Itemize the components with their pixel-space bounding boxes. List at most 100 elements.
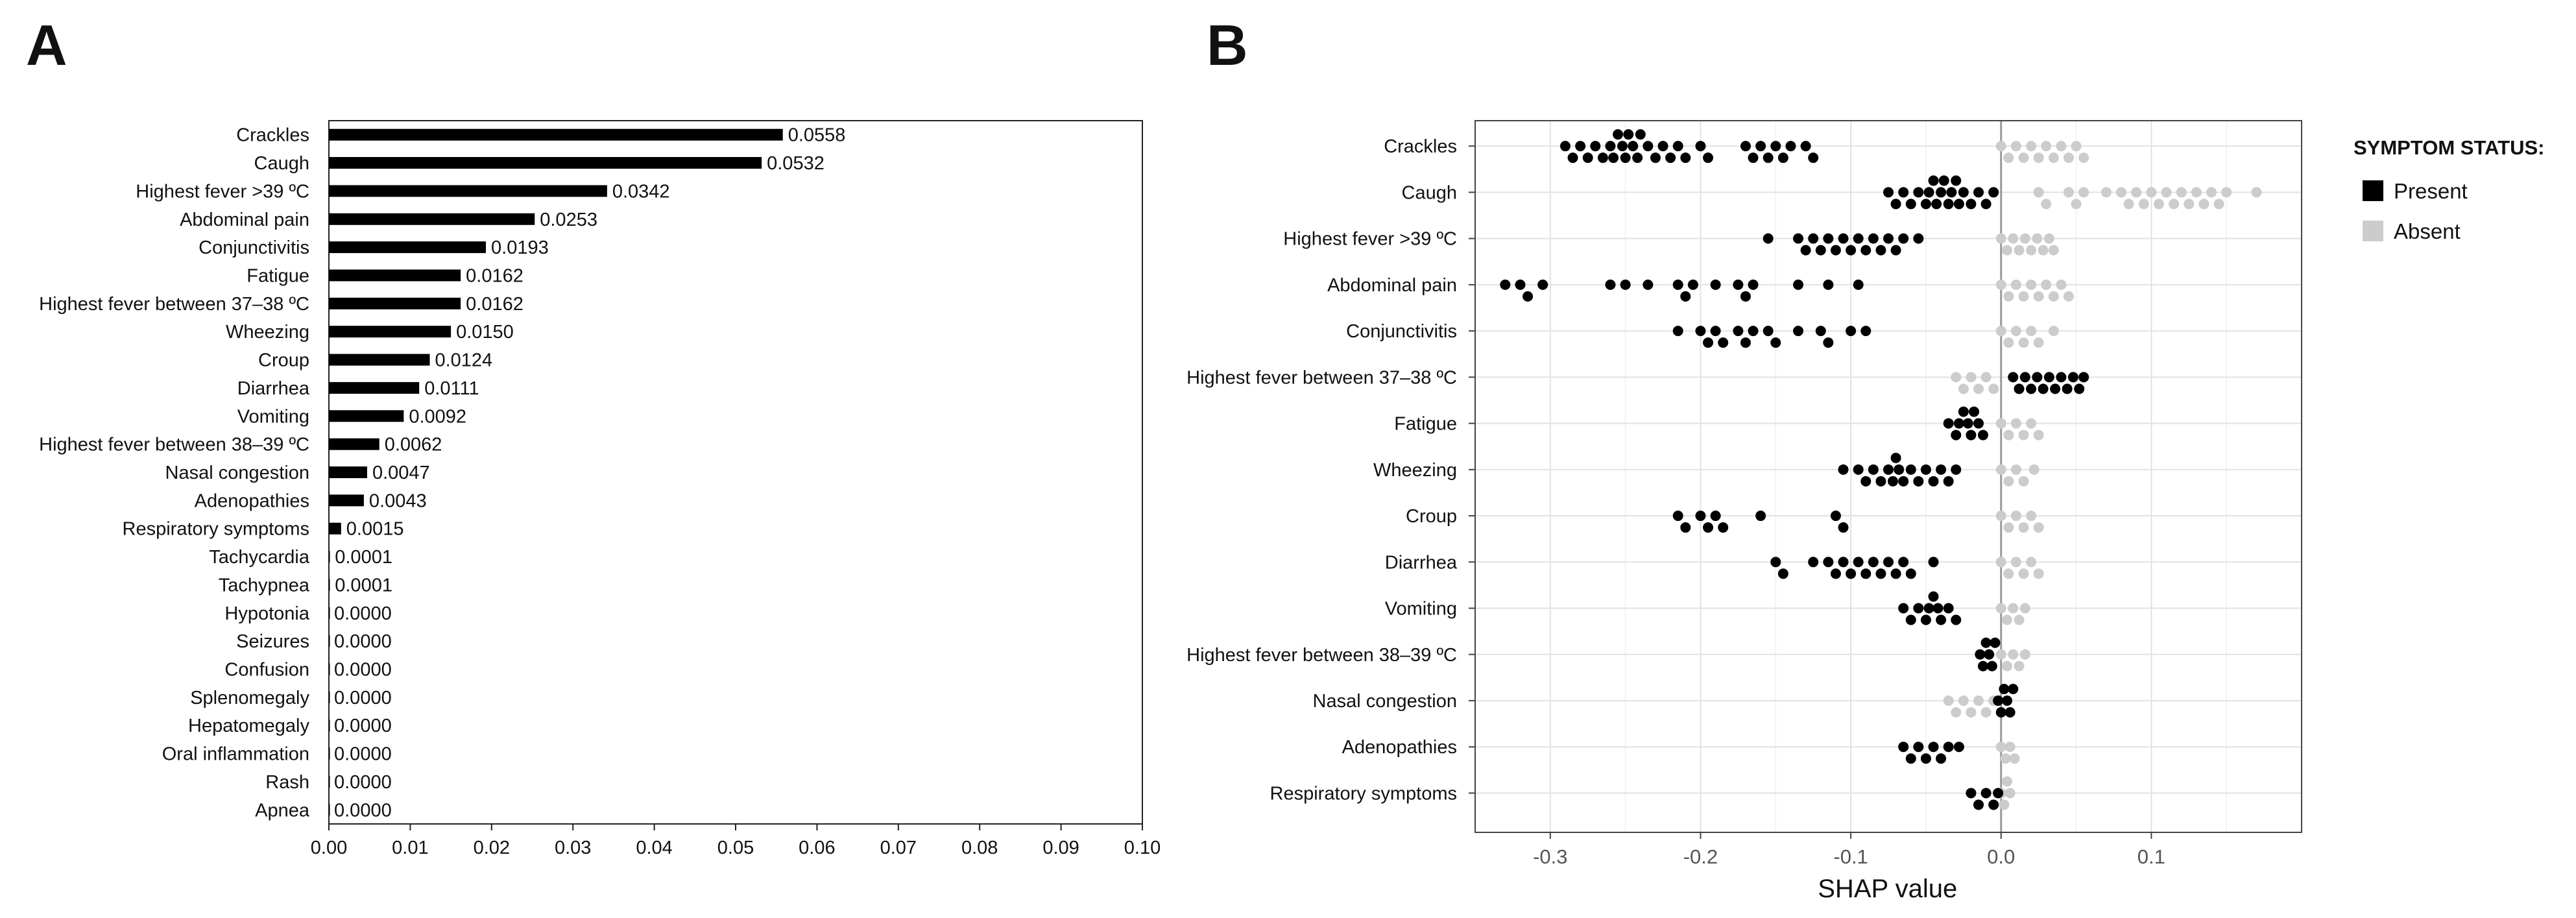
x-tick-label: -0.1 (1833, 845, 1868, 868)
point-present (1993, 788, 2004, 799)
x-axis-title: SHAP value (1818, 875, 1957, 903)
point-absent (2041, 141, 2052, 152)
point-absent (2026, 279, 2037, 290)
point-absent (2010, 418, 2021, 429)
point-absent (2003, 522, 2014, 533)
point-present (1928, 742, 1939, 753)
point-present (1830, 568, 1841, 579)
point-absent (2026, 245, 2037, 256)
point-present (1887, 476, 1898, 487)
point-present (1748, 152, 1759, 163)
point-absent (2071, 141, 2082, 152)
point-present (1815, 245, 1826, 256)
point-present (1703, 522, 1714, 533)
point-absent (1995, 141, 2006, 152)
point-present (1931, 199, 1942, 210)
point-present (2032, 372, 2043, 383)
x-tick-label: 0.09 (1042, 838, 1079, 858)
bar-value-label: 0.0000 (334, 772, 392, 793)
panel-b-letter: B (1207, 13, 1248, 77)
category-label: Fatigue (1394, 414, 1457, 435)
bar-value-label: 0.0342 (612, 181, 670, 202)
point-absent (2033, 429, 2044, 441)
point-absent (2063, 291, 2074, 302)
point-present (1943, 199, 1954, 210)
point-present (1770, 557, 1781, 568)
point-absent (2176, 187, 2187, 198)
point-present (1920, 199, 1931, 210)
point-present (1958, 187, 1969, 198)
point-present (1672, 511, 1683, 522)
point-present (1853, 233, 1864, 244)
point-present (1582, 152, 1593, 163)
point-present (1838, 233, 1849, 244)
point-present (1920, 753, 1931, 764)
legend: SYMPTOM STATUS: Present Absent (2353, 136, 2545, 243)
point-present (1936, 187, 1947, 198)
category-label: Tachycardia (209, 547, 310, 568)
point-present (1898, 476, 1909, 487)
point-absent (2116, 187, 2127, 198)
category-label: Tachypnea (219, 575, 310, 596)
point-present (1936, 464, 1947, 475)
point-present (2008, 372, 2019, 383)
category-label: Highest fever >39 ºC (136, 181, 309, 202)
point-absent (2033, 337, 2044, 348)
bar-value-label: 0.0532 (767, 153, 825, 174)
point-present (1973, 187, 1984, 198)
point-present (1740, 141, 1751, 152)
point-absent (2043, 233, 2054, 244)
bar (329, 804, 330, 816)
bar-value-label: 0.0000 (334, 716, 392, 736)
point-present (1860, 476, 1872, 487)
point-present (1808, 152, 1819, 163)
point-present (1995, 707, 2006, 718)
bar (329, 354, 430, 366)
bar (329, 128, 783, 141)
point-present (1928, 476, 1939, 487)
x-tick-label: 0.07 (880, 838, 917, 858)
point-absent (1973, 383, 1984, 394)
point-absent (2014, 245, 2025, 256)
point-present (1860, 245, 1872, 256)
point-present (1986, 660, 1997, 671)
x-tick-label: 0.04 (636, 838, 672, 858)
point-absent (1973, 695, 1984, 706)
x-tick-label: 0.0 (1987, 845, 2015, 868)
legend-title: SYMPTOM STATUS: (2353, 136, 2545, 159)
point-absent (2101, 187, 2112, 198)
point-absent (2169, 199, 2180, 210)
bar-value-label: 0.0000 (334, 660, 392, 681)
point-absent (1995, 511, 2006, 522)
bar-value-label: 0.0193 (491, 237, 549, 258)
point-absent (2010, 557, 2021, 568)
category-label: Vomiting (237, 406, 309, 427)
point-present (1838, 464, 1849, 475)
bar (329, 775, 330, 788)
point-absent (2048, 326, 2059, 337)
bar-value-label: 0.0043 (369, 490, 427, 511)
point-present (1763, 152, 1774, 163)
point-absent (1951, 707, 1962, 718)
point-present (1605, 141, 1616, 152)
point-present (1853, 557, 1864, 568)
point-present (1943, 476, 1954, 487)
panel-b-plot-background (1475, 121, 2302, 832)
category-label: Apnea (255, 800, 310, 821)
point-present (1657, 141, 1668, 152)
category-label: Diarrhea (1385, 552, 1458, 573)
point-present (1913, 742, 1924, 753)
point-present (1846, 568, 1857, 579)
point-absent (2003, 291, 2014, 302)
point-present (1770, 141, 1781, 152)
point-absent (2018, 522, 2029, 533)
point-present (1898, 233, 1909, 244)
point-present (1800, 141, 1811, 152)
point-absent (1995, 326, 2006, 337)
point-absent (2019, 649, 2030, 660)
point-absent (1951, 372, 1962, 383)
point-absent (2033, 568, 2044, 579)
point-present (1966, 199, 1977, 210)
category-label: Vomiting (1385, 599, 1457, 620)
point-present (1920, 614, 1931, 625)
